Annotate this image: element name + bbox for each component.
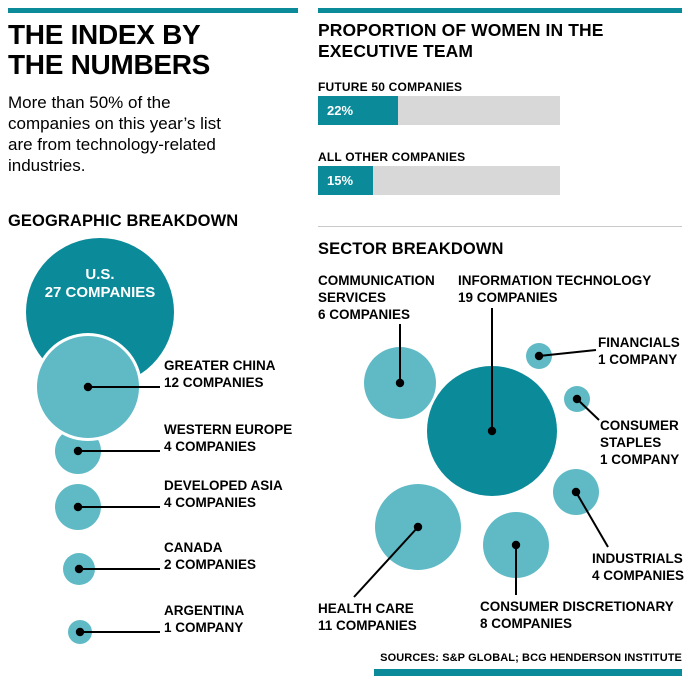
- geo-connector-lines: [73, 382, 160, 637]
- bar-future50-fill: 22%: [318, 96, 398, 125]
- sector-name: INDUSTRIALS: [592, 551, 683, 566]
- bar-future50-value: 22%: [327, 103, 354, 118]
- region-name: CANADA: [164, 540, 223, 555]
- right-top-rule: [318, 8, 682, 13]
- region-count: 1 COMPANY: [164, 620, 244, 635]
- bar-label-all-other: ALL OTHER COMPANIES: [318, 150, 466, 164]
- region-count: 4 COMPANIES: [164, 439, 257, 454]
- region-name: DEVELOPED ASIA: [164, 478, 283, 493]
- sector-count: 11 COMPANIES: [318, 618, 417, 633]
- label-greater-china: GREATER CHINA 12 COMPANIES: [164, 357, 276, 391]
- sector-count: 4 COMPANIES: [592, 568, 685, 583]
- region-name: WESTERN EUROPE: [164, 422, 293, 437]
- sector-name: FINANCIALS: [598, 335, 680, 350]
- sector-count: 1 COMPANY: [600, 452, 680, 467]
- sector-breakdown-heading: SECTOR BREAKDOWN: [318, 240, 504, 258]
- label-industrials: INDUSTRIALS 4 COMPANIES: [592, 550, 684, 584]
- sector-count: 8 COMPANIES: [480, 616, 573, 631]
- label-consumer-staples: CONSUMER STAPLES 1 COMPANY: [600, 417, 688, 468]
- intro-text: More than 50% of the companies on this y…: [8, 93, 221, 175]
- sector-name: CONSUMER DISCRETIONARY: [480, 599, 674, 614]
- sector-count: 6 COMPANIES: [318, 307, 411, 322]
- bubble-us-count: 27 COMPANIES: [44, 284, 156, 301]
- bar-all-other-value: 15%: [327, 173, 354, 188]
- label-canada: CANADA 2 COMPANIES: [164, 539, 256, 573]
- geographic-breakdown-heading: GEOGRAPHIC BREAKDOWN: [8, 212, 239, 230]
- label-developed-asia: DEVELOPED ASIA 4 COMPANIES: [164, 477, 283, 511]
- region-count: 4 COMPANIES: [164, 495, 257, 510]
- geographic-bubble-chart: U.S. 27 COMPANIES GREATER CHINA 12 COMPA…: [8, 232, 300, 662]
- label-consumer-discretionary: CONSUMER DISCRETIONARY 8 COMPANIES: [480, 598, 674, 632]
- label-health-care: HEALTH CARE 11 COMPANIES: [318, 600, 417, 634]
- bar-all-other-fill: 15%: [318, 166, 373, 195]
- sector-name: HEALTH CARE: [318, 601, 414, 616]
- bubble-us-label: U.S. 27 COMPANIES: [26, 266, 174, 302]
- bar-all-other: 15%: [318, 166, 560, 195]
- section-divider: [318, 226, 682, 227]
- bottom-rule: [374, 669, 682, 676]
- sector-name: INFORMATION TECHNOLOGY: [458, 273, 652, 288]
- label-argentina: ARGENTINA 1 COMPANY: [164, 602, 244, 636]
- region-name: ARGENTINA: [164, 603, 245, 618]
- sector-count: 1 COMPANY: [598, 352, 678, 367]
- bar-future50: 22%: [318, 96, 560, 125]
- women-heading: PROPORTION OF WOMEN IN THE EXECUTIVE TEA…: [318, 20, 604, 61]
- page-title-line-1: THE INDEX BY: [8, 19, 201, 50]
- sources-text: SOURCES: S&P GLOBAL; BCG HENDERSON INSTI…: [380, 652, 682, 664]
- sector-name: CONSUMER STAPLES: [600, 418, 679, 450]
- sector-name: COMMUNICATION SERVICES: [318, 273, 435, 305]
- page-title: THE INDEX BY THE NUMBERS: [8, 19, 292, 81]
- bubble-us-region: U.S.: [85, 266, 115, 283]
- region-count: 12 COMPANIES: [164, 375, 264, 390]
- label-information-technology: INFORMATION TECHNOLOGY 19 COMPANIES: [458, 272, 651, 306]
- left-top-rule: [8, 8, 298, 13]
- bar-label-future50: FUTURE 50 COMPANIES: [318, 80, 463, 94]
- label-financials: FINANCIALS 1 COMPANY: [598, 334, 680, 368]
- label-western-europe: WESTERN EUROPE 4 COMPANIES: [164, 421, 292, 455]
- sector-connector-lines: [353, 308, 609, 598]
- sector-count: 19 COMPANIES: [458, 290, 558, 305]
- region-name: GREATER CHINA: [164, 358, 276, 373]
- sector-bubble-chart: COMMUNICATION SERVICES 6 COMPANIES INFOR…: [318, 262, 688, 650]
- page-title-line-2: THE NUMBERS: [8, 49, 211, 81]
- label-communication-services: COMMUNICATION SERVICES 6 COMPANIES: [318, 272, 446, 323]
- region-count: 2 COMPANIES: [164, 557, 257, 572]
